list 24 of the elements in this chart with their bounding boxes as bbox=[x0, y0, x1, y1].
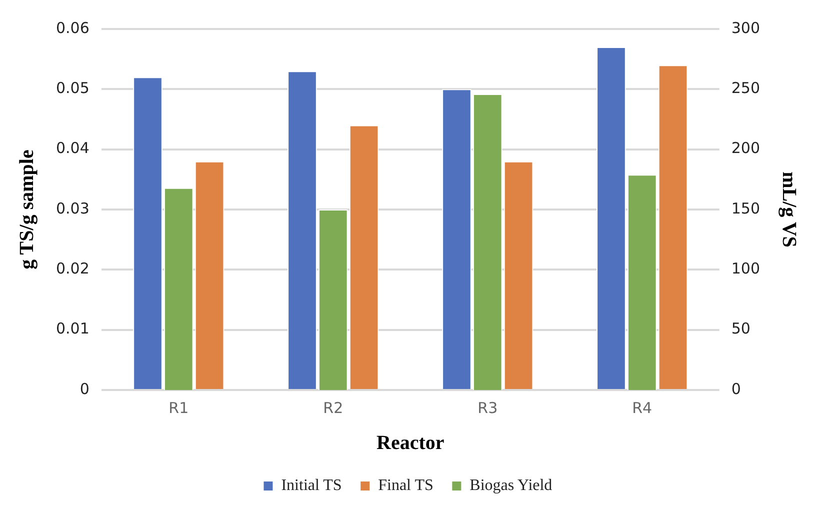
x-tick-label: R3 bbox=[478, 398, 498, 417]
legend-label: Final TS bbox=[378, 477, 434, 494]
y-tick-label: 0.06 bbox=[56, 18, 90, 37]
y-tick-label: 0.03 bbox=[56, 199, 90, 218]
y2-tick-label: 0 bbox=[731, 380, 741, 398]
y2-tick-label: 50 bbox=[731, 320, 750, 338]
y2-tick-label: 100 bbox=[731, 260, 760, 278]
y2-tick-label: 300 bbox=[731, 18, 760, 37]
y-tick-label: 0 bbox=[80, 380, 90, 398]
x-tick-label: R2 bbox=[323, 398, 344, 417]
x-tick-label: R1 bbox=[168, 398, 189, 417]
y2-tick-label: 150 bbox=[731, 199, 760, 218]
x-tick-label: R4 bbox=[632, 398, 652, 417]
y2-axis-title: mL/g VS bbox=[778, 172, 800, 248]
y-tick-label: 0.04 bbox=[56, 139, 90, 158]
y-tick-label: 0.02 bbox=[56, 260, 90, 278]
y-tick-label: 0.05 bbox=[56, 79, 90, 98]
y2-tick-label: 200 bbox=[731, 139, 760, 158]
x-axis-title: Reactor bbox=[376, 432, 444, 454]
legend-label: Initial TS bbox=[281, 477, 342, 494]
legend-label: Biogas Yield bbox=[470, 477, 552, 494]
y-axis-title: g TS/g sample bbox=[16, 150, 38, 270]
y-tick-label: 0.01 bbox=[56, 320, 90, 338]
y2-tick-label: 250 bbox=[731, 79, 760, 98]
